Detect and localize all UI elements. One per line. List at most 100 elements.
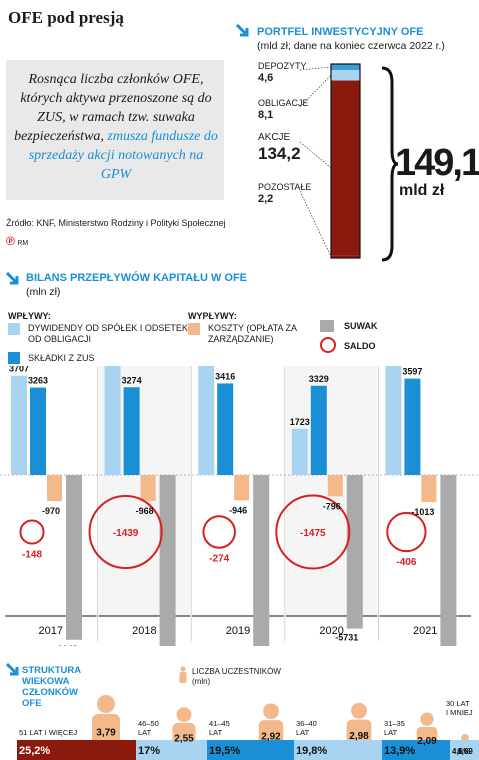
portfolio-segment-stocks (331, 80, 360, 256)
label-contributions-2020: 3329 (309, 374, 329, 384)
quote-text: Rosnąca liczba członków OFE, których akt… (14, 70, 218, 184)
saldo-label-2017: -148 (22, 550, 42, 561)
year-label-2020: 2020 (319, 625, 343, 637)
quote-part-2: zmusza fundusze do sprzedaży akcji notow… (28, 129, 218, 182)
age-label-3: LAT (296, 728, 310, 737)
legend-dividends: DYWIDENDY OD SPÓŁEK I ODSETEKI OD OBLIGA… (28, 323, 191, 344)
age-millions-3: 2,98 (349, 731, 369, 742)
portfolio-stack-chart (300, 63, 361, 259)
age-bar-0 (17, 740, 136, 760)
source-note: Źródło: KNF, Ministerstwo Rodziny i Poli… (6, 218, 226, 228)
label-contributions-2018: 3274 (122, 375, 142, 385)
arrow-down-right-icon (236, 24, 249, 37)
legend-swatch-contributions (8, 352, 20, 364)
bar-contributions-2019 (217, 383, 234, 475)
saldo-circle-2019 (202, 515, 236, 549)
age-bar-2 (207, 740, 294, 760)
flows-chart: 37073263-970-6148-148201742643274-968-80… (0, 366, 479, 646)
age-bar-1 (136, 740, 207, 760)
legend-outflows-title: WYPŁYWY: (188, 311, 237, 321)
age-label-2: 41–45 (209, 719, 230, 728)
age-millions-4: 2,09 (417, 736, 437, 747)
label-costs-2020: -796 (323, 501, 341, 511)
label-costs-2017: -970 (42, 506, 60, 516)
portfolio-label-stocks: AKCJE (258, 132, 291, 143)
leader-line (300, 141, 332, 169)
legend-costs: KOSZTY (OPŁATA ZA ZARZĄDZANIE) (208, 323, 297, 344)
legend-contributions: SKŁADKI Z ZUS (28, 353, 95, 363)
age-heading: STRUKTURA WIEKOWA CZŁONKÓW OFE (22, 665, 81, 709)
label-costs-2018: -968 (136, 506, 154, 516)
saldo-label-2018: -1439 (113, 528, 139, 539)
bar-slider-2018 (159, 475, 176, 646)
age-share-3: 19,8% (296, 745, 327, 757)
saldo-label-2019: -274 (209, 554, 229, 565)
bar-dividends-2020 (291, 428, 308, 475)
person-head-1 (176, 707, 192, 722)
person-head-2 (263, 703, 279, 720)
age-millions-1: 2,55 (174, 733, 194, 744)
bar-slider-2019 (253, 475, 270, 646)
age-millions-0: 3,79 (96, 728, 116, 739)
saldo-circle-2017 (19, 519, 45, 545)
portfolio-segment-bonds (331, 69, 360, 81)
brace-icon (381, 66, 398, 262)
quote-box (6, 60, 224, 200)
bar-dividends-2018 (104, 366, 121, 475)
bar-contributions-2020 (310, 385, 327, 475)
bar-slider-2020 (346, 475, 363, 629)
bar-costs-2020 (327, 475, 343, 497)
label-contributions-2021: 3597 (402, 367, 422, 377)
leader-line (300, 66, 332, 71)
age-label-0: 51 LAT I WIĘCEJ (19, 728, 77, 737)
portfolio-value-bonds: 8,1 (258, 109, 274, 121)
year-label-2017: 2017 (39, 625, 63, 637)
portfolio-value-stocks: 134,2 (258, 144, 301, 163)
age-share-4: 13,9% (384, 745, 415, 757)
portfolio-segment-deposits (331, 64, 360, 70)
person-head-4 (420, 712, 434, 726)
age-label-3: 36–40 (296, 719, 317, 728)
portfolio-subheading: (mld zł; dane na koniec czerwca 2022 r.) (257, 40, 445, 52)
logo: ℗ RM (6, 234, 28, 248)
bar-contributions-2018 (123, 387, 140, 475)
portfolio-value-other: 2,2 (258, 193, 274, 205)
label-costs-2019: -946 (229, 505, 247, 515)
quote-part-1: Rosnąca liczba członków OFE, których akt… (14, 72, 212, 144)
legend-slider: SUWAK (344, 321, 378, 331)
age-millions-5: 0,69 (457, 747, 473, 756)
bar-costs-2017 (47, 475, 62, 501)
portfolio-stack-outline (330, 63, 361, 259)
age-label-2: LAT (209, 728, 223, 737)
age-share-0: 25,2% (19, 745, 50, 757)
saldo-label-2021: -406 (396, 557, 416, 568)
bar-dividends-2017 (11, 375, 27, 475)
age-label-4: 31–35 (384, 719, 405, 728)
legend-inflows-title: WPŁYWY: (8, 311, 51, 321)
legend-swatch-slider (320, 320, 334, 332)
saldo-circle-2020 (275, 494, 351, 570)
portfolio-label-other: POZOSTAŁE (258, 182, 312, 192)
page-title: OFE pod presją (8, 8, 124, 27)
bar-contributions-2021 (404, 378, 421, 475)
age-label-1: LAT (138, 728, 152, 737)
portfolio-label-deposits: DEPOZYTY (258, 61, 307, 71)
saldo-circle-2021 (386, 511, 427, 553)
age-share-1: 17% (138, 745, 160, 757)
portfolio-heading: PORTFEL INWESTYCYJNY OFE (257, 26, 424, 38)
label-contributions-2017: 3263 (28, 376, 48, 386)
bar-dividends-2021 (385, 366, 402, 475)
age-bar-3 (294, 740, 382, 760)
legend-swatch-dividends (8, 323, 20, 335)
bar-dividends-2019 (198, 366, 215, 475)
age-label-1: 46–50 (138, 719, 159, 728)
portfolio-value-deposits: 4,6 (258, 72, 274, 84)
age-label-5: I MNIEJ (446, 708, 473, 717)
saldo-label-2020: -1475 (300, 528, 326, 539)
year-label-2019: 2019 (226, 625, 250, 637)
legend-swatch-balance (320, 337, 336, 353)
age-millions-2: 2,92 (261, 731, 281, 742)
flows-unit: (mln zł) (26, 286, 61, 298)
age-share-5: 4,6% (452, 747, 470, 756)
